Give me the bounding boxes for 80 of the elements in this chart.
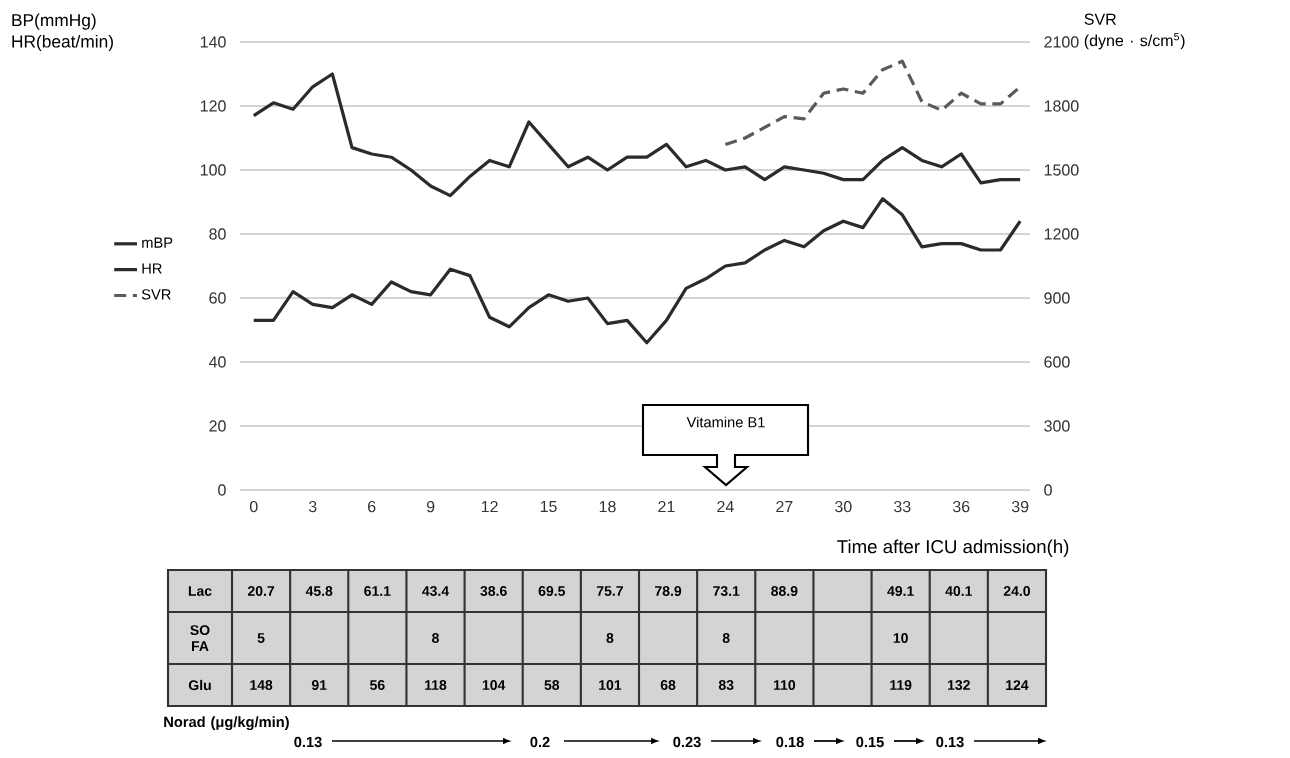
x-tick-label: 30 bbox=[835, 500, 852, 513]
x-tick-label: 39 bbox=[1011, 500, 1029, 513]
text: 73.1 bbox=[713, 586, 740, 596]
text: 118 bbox=[425, 680, 447, 690]
text: 40.1 bbox=[945, 586, 973, 596]
text: 58 bbox=[544, 680, 560, 690]
text: 101 bbox=[599, 680, 622, 690]
y2-tick-label: 1800 bbox=[1044, 100, 1079, 112]
legend-label: SVR bbox=[141, 289, 171, 300]
y2-tick-label: 0 bbox=[1044, 484, 1052, 496]
y2-tick-label: 1500 bbox=[1044, 164, 1079, 176]
text: 45.8 bbox=[305, 586, 333, 596]
x-tick-label: 0 bbox=[249, 500, 258, 513]
text: Norad (μg/kg/min) bbox=[164, 716, 289, 731]
category-label: Glu bbox=[188, 679, 211, 691]
y-tick-label: 40 bbox=[208, 356, 226, 368]
text: 8 bbox=[606, 633, 614, 643]
category-label: Lac bbox=[188, 586, 212, 596]
legend-label: mBP bbox=[142, 237, 173, 248]
text: 75.7 bbox=[596, 586, 623, 596]
text: 119 bbox=[890, 680, 912, 690]
text: 0.13 bbox=[294, 736, 322, 748]
text: 148 bbox=[250, 680, 273, 690]
text: 0.2 bbox=[530, 736, 550, 748]
x-tick-label: 3 bbox=[308, 500, 317, 513]
text: 0.23 bbox=[673, 736, 701, 748]
y-tick-label: 20 bbox=[209, 420, 226, 432]
category-label: SO FA bbox=[190, 625, 210, 651]
annotation: Vitamine B1 bbox=[686, 416, 765, 428]
text: 0.13 bbox=[936, 736, 964, 748]
text: 49.1 bbox=[887, 586, 914, 596]
y2-axis-title: SVR (dyne · s/cm$^{5}$) bbox=[1084, 13, 1185, 50]
text: 78.9 bbox=[655, 586, 682, 596]
x-tick-label: 33 bbox=[893, 500, 911, 513]
text: 124 bbox=[1006, 680, 1029, 690]
y-tick-label: 0 bbox=[218, 484, 226, 496]
x-axis-title: Time after ICU admission(h) bbox=[837, 539, 1069, 557]
x-tick-label: 18 bbox=[599, 500, 616, 513]
text: 61.1 bbox=[364, 586, 391, 596]
text: 88.9 bbox=[771, 586, 798, 596]
x-tick-label: 36 bbox=[952, 500, 970, 513]
text: 5 bbox=[257, 633, 265, 643]
text: 24.0 bbox=[1003, 586, 1030, 596]
text: 132 bbox=[947, 680, 970, 690]
text: 83 bbox=[718, 680, 734, 690]
text: 8 bbox=[432, 633, 439, 643]
line-series bbox=[252, 72, 1022, 198]
x-tick-label: 6 bbox=[368, 500, 376, 513]
text: 91 bbox=[311, 680, 327, 690]
y-tick-label: 80 bbox=[209, 228, 226, 240]
text: 68 bbox=[660, 680, 676, 690]
y2-tick-label: 300 bbox=[1044, 420, 1070, 432]
y-tick-label: 140 bbox=[200, 36, 226, 48]
text: 104 bbox=[482, 680, 506, 690]
text: 38.6 bbox=[480, 586, 507, 596]
text: 69.5 bbox=[538, 586, 566, 596]
line-series bbox=[252, 197, 1022, 345]
legend-label: HR bbox=[142, 263, 162, 274]
x-tick-label: 15 bbox=[540, 500, 557, 513]
text: 110 bbox=[773, 680, 796, 690]
x-tick-label: 24 bbox=[717, 500, 734, 513]
x-tick-label: 21 bbox=[658, 500, 675, 513]
x-tick-label: 12 bbox=[481, 500, 498, 513]
y-tick-label: 100 bbox=[200, 164, 226, 176]
text: 10 bbox=[893, 633, 908, 643]
x-tick-label: 27 bbox=[776, 500, 793, 513]
text: 0.15 bbox=[856, 736, 884, 748]
text: 0.18 bbox=[776, 736, 804, 748]
x-tick-label: 9 bbox=[426, 500, 435, 513]
y2-tick-label: 600 bbox=[1044, 356, 1070, 368]
text: 43.4 bbox=[422, 586, 450, 596]
y-tick-label: 120 bbox=[200, 100, 226, 112]
text: 56 bbox=[370, 680, 385, 690]
text: 20.7 bbox=[247, 586, 275, 596]
y2-tick-label: 1200 bbox=[1044, 228, 1079, 240]
text: 8 bbox=[722, 633, 730, 643]
y2-tick-label: 900 bbox=[1044, 292, 1070, 304]
y-axis-title: BP(mmHg) HR(beat/min) bbox=[12, 13, 113, 52]
y2-tick-label: 2100 bbox=[1044, 36, 1079, 48]
y-tick-label: 60 bbox=[209, 292, 226, 304]
